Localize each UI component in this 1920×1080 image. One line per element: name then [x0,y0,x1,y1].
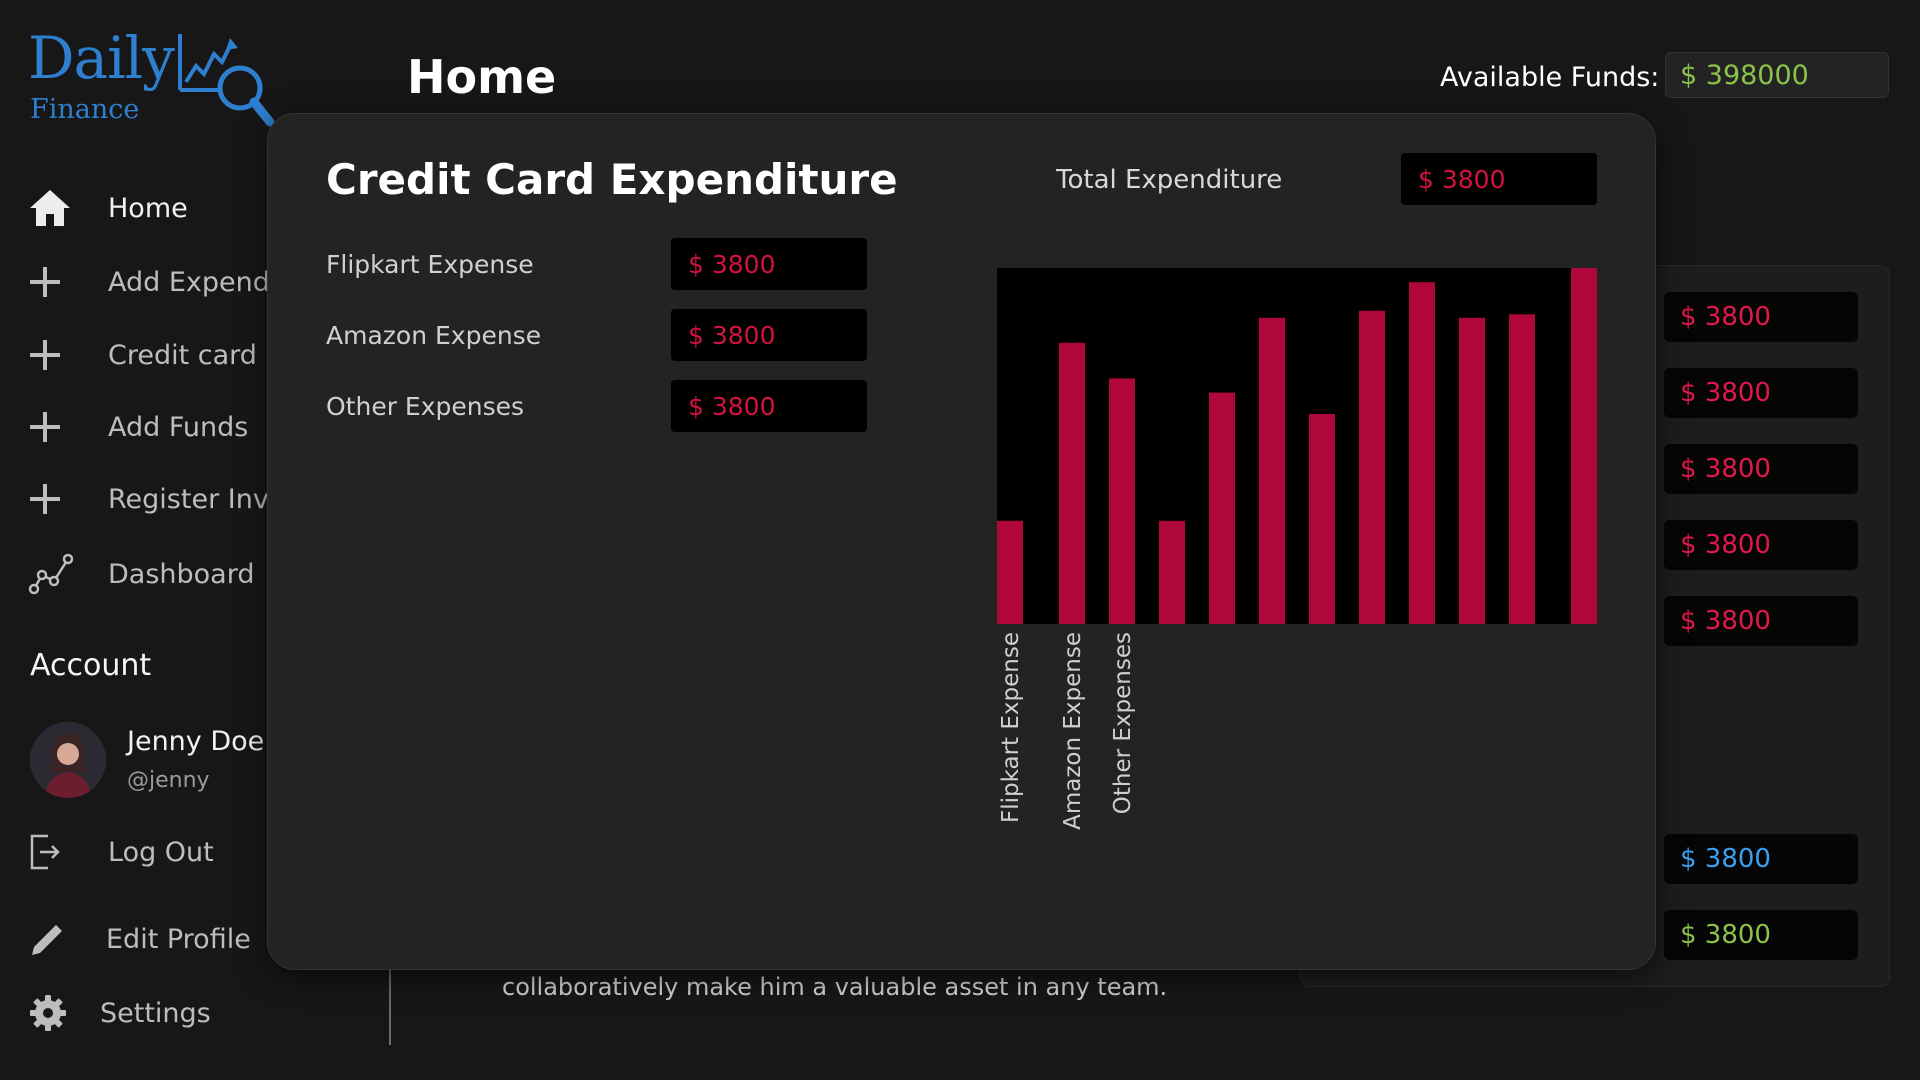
chart-bar [1409,282,1435,624]
chart-line-icon [28,550,76,598]
chart-plot-area [997,268,1597,624]
plus-icon [28,331,76,379]
summary-value-blue: $ 3800 [1664,834,1858,884]
summary-value: $ 3800 [1664,368,1858,418]
logout-button[interactable]: Log Out [28,828,268,876]
magnifier-chart-icon [178,34,275,127]
plus-icon [28,475,76,523]
account-section-title: Account [30,648,152,683]
logout-icon [28,828,76,876]
logo-subtitle: Finance [30,94,140,125]
chart-bar [1459,317,1485,624]
edit-profile-button[interactable]: Edit Profile [28,915,268,963]
plus-icon [28,403,76,451]
chart-bar [997,520,1023,624]
vertical-divider [389,965,391,1045]
sidebar-item-label: Home [108,192,188,224]
logout-label: Log Out [108,836,214,868]
page-title: Home [407,50,557,104]
amazon-expense-label: Amazon Expense [326,321,542,350]
chart-bar [1209,392,1235,624]
logo-title: Daily [28,24,175,92]
sidebar-item-label: Add Funds [108,411,249,443]
chart-bar [1571,268,1597,624]
summary-value: $ 3800 [1664,520,1858,570]
user-handle: @jenny [127,768,210,793]
chart-tick-label: Amazon Expense [1060,632,1086,830]
user-name: Jenny Doe [127,726,265,757]
summary-value: $ 3800 [1664,444,1858,494]
plus-icon [28,258,76,306]
chart-tick-label: Flipkart Expense [998,632,1024,823]
chart-bar [1509,314,1535,624]
gear-icon [28,989,76,1037]
sidebar-item-add-expenditure[interactable]: Add Expenditure [28,258,268,306]
pencil-icon [28,915,76,963]
total-expenditure-label: Total Expenditure [1056,165,1283,195]
chart-bar [1059,342,1085,624]
chart-tick-label: Other Expenses [1110,632,1136,814]
sidebar-item-label: Add Expenditure [108,266,268,298]
chart-bar [1159,520,1185,624]
modal-title: Credit Card Expenditure [326,155,898,204]
avatar[interactable] [30,722,106,798]
chart-bar [1359,310,1385,624]
sidebar-item-add-funds[interactable]: Add Funds [28,403,268,451]
expenditure-bar-chart: Flipkart Expense Amazon Expense Other Expe… [997,268,1597,830]
settings-button[interactable]: Settings [28,989,268,1037]
flipkart-expense-value: $ 3800 [671,238,867,290]
sidebar-item-label: Dashboard [108,558,255,590]
summary-value: $ 3800 [1664,292,1858,342]
other-expenses-label: Other Expenses [326,392,525,421]
avatar-image [30,722,106,798]
summary-value-green: $ 3800 [1664,910,1858,960]
flipkart-expense-label: Flipkart Expense [326,250,534,279]
sidebar-item-dashboard[interactable]: Dashboard [28,550,268,598]
sidebar-item-label: Credit card Expenditure [108,339,268,371]
total-expenditure-value: $ 3800 [1401,153,1597,205]
sidebar-item-credit-card-expenditure[interactable]: Credit card Expenditure [28,331,268,379]
chart-bar [1309,414,1335,624]
available-funds-label: Available Funds: [1440,62,1660,93]
edit-profile-label: Edit Profile [106,923,251,955]
sidebar-item-label: Register Investment [108,483,268,515]
settings-label: Settings [100,997,211,1029]
profile-description-text: collaboratively make him a valuable asse… [502,973,1168,1001]
amazon-expense-value: $ 3800 [671,309,867,361]
summary-value: $ 3800 [1664,596,1858,646]
sidebar-item-home[interactable]: Home [28,184,268,232]
sidebar-item-register-investment[interactable]: Register Investment [28,475,268,523]
available-funds-value: $ 398000 [1665,52,1889,98]
chart-bar [1259,317,1285,624]
chart-bar [1109,378,1135,624]
home-icon [28,184,76,232]
app-logo: Daily Finance [28,24,278,127]
other-expenses-value: $ 3800 [671,380,867,432]
